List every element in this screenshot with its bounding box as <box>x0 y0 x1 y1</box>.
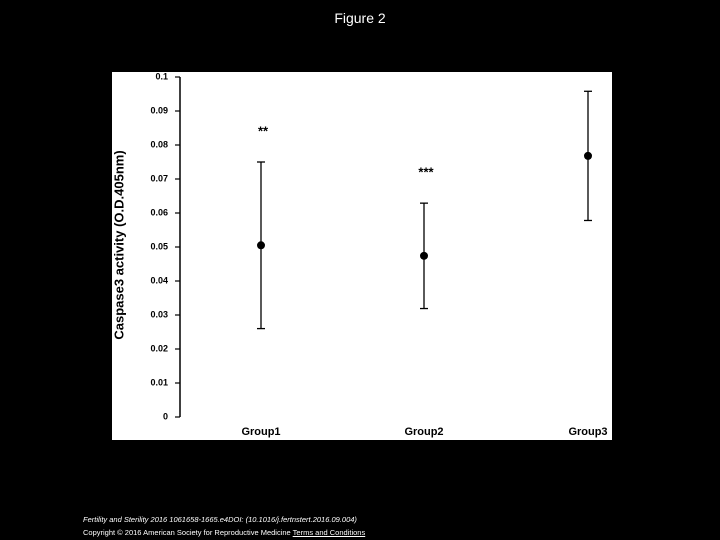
footer: Fertility and Sterility 2016 1061658-166… <box>83 513 365 539</box>
point <box>257 241 265 250</box>
terms-link[interactable]: Terms and Conditions <box>292 528 366 537</box>
y-tick-label: 0.06 <box>150 207 168 217</box>
annotation: *** <box>418 165 434 180</box>
point <box>420 251 428 260</box>
y-tick-label: 0.01 <box>150 377 168 387</box>
citation-text: Fertility and Sterility 2016 1061658-166… <box>83 515 357 524</box>
y-tick-label: 0.05 <box>150 241 168 251</box>
citation: Fertility and Sterility 2016 1061658-166… <box>83 513 365 526</box>
annotation: ** <box>258 123 269 138</box>
y-axis-label: Caspase3 activity (O.D.405nm) <box>112 150 126 339</box>
x-tick-label: Group1 <box>241 426 280 438</box>
y-tick-label: 0.02 <box>150 343 168 353</box>
y-tick-label: 0.03 <box>150 309 168 319</box>
figure-title: Figure 2 <box>334 10 386 26</box>
copyright: Copyright © 2016 American Society for Re… <box>83 528 291 537</box>
point <box>584 151 592 160</box>
y-tick-label: 0.07 <box>150 173 168 183</box>
y-tick-label: 0.04 <box>150 275 168 285</box>
y-tick-label: 0.08 <box>150 139 168 149</box>
y-tick-label: 0 <box>163 411 168 421</box>
y-tick-label: 0.1 <box>155 72 168 81</box>
chart: Caspase3 activity (O.D.405nm) 0 0.01 0.02 0… <box>112 72 612 440</box>
chart-background <box>112 72 612 440</box>
copyright-line: Copyright © 2016 American Society for Re… <box>83 526 365 539</box>
y-tick-label: 0.09 <box>150 105 168 115</box>
x-tick-label: Group3 <box>568 426 607 438</box>
x-tick-label: Group2 <box>404 426 443 438</box>
